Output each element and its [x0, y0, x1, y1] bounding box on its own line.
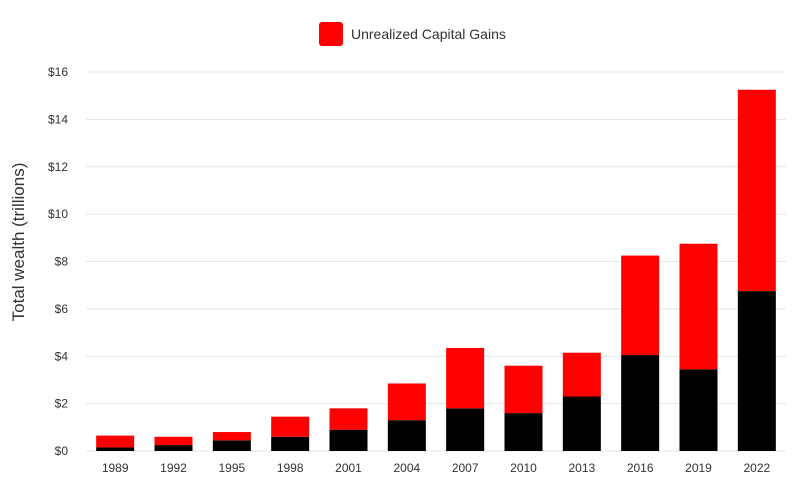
x-tick-label: 2013	[568, 461, 595, 475]
y-tick-label: $10	[48, 207, 68, 221]
bar-segment-unrealized-gains-1989	[96, 435, 135, 448]
y-tick-label: $6	[55, 302, 69, 316]
y-tick-label: $16	[48, 65, 68, 79]
x-tick-label: 2022	[743, 461, 770, 475]
x-tick-label: 1992	[160, 461, 187, 475]
bar-segment-base-1989	[96, 447, 135, 451]
y-tick-label: $14	[48, 112, 68, 126]
legend-swatch	[319, 22, 343, 46]
bar-segment-base-2010	[504, 413, 543, 451]
gridlines	[86, 71, 786, 452]
x-tick-label: 2016	[627, 461, 654, 475]
bar-segment-unrealized-gains-2001	[329, 408, 368, 430]
bar-segment-base-2016	[621, 355, 660, 451]
bar-segment-base-2001	[329, 429, 368, 451]
bar-segment-base-2019	[679, 369, 718, 451]
bar-segment-unrealized-gains-2004	[387, 383, 426, 421]
bar-segment-unrealized-gains-2007	[446, 347, 485, 409]
bar-segment-unrealized-gains-1995	[212, 432, 251, 441]
y-tick-label: $4	[55, 349, 69, 363]
x-tick-label: 1989	[102, 461, 129, 475]
bar-segment-base-1998	[271, 436, 310, 451]
y-tick-label: $12	[48, 160, 68, 174]
x-tick-label: 2001	[335, 461, 362, 475]
x-tick-label: 2004	[393, 461, 420, 475]
bar-segment-base-1995	[212, 440, 251, 451]
y-axis-title: Total wealth (trillions)	[9, 163, 28, 322]
x-tick-label: 2019	[685, 461, 712, 475]
x-axis-tick-labels: 1989 1992 1995 1998 2001 2004 2007 2010 2013 2016…	[102, 461, 771, 475]
bar-segment-base-2007	[446, 408, 485, 451]
bar-segment-base-2013	[562, 396, 601, 451]
bar-segment-unrealized-gains-2022	[737, 89, 776, 292]
bar-segment-unrealized-gains-2019	[679, 243, 718, 370]
y-tick-label: $2	[55, 397, 69, 411]
y-tick-label: $0	[55, 444, 69, 458]
legend: Unrealized Capital Gains	[319, 22, 506, 46]
y-axis-tick-labels: $0 $2 $4 $6 $8 $10 $12 $14 $16	[48, 65, 68, 458]
x-tick-label: 2007	[452, 461, 479, 475]
x-tick-label: 1995	[218, 461, 245, 475]
x-tick-label: 2010	[510, 461, 537, 475]
x-tick-label: 1998	[277, 461, 304, 475]
bar-segment-unrealized-gains-2010	[504, 365, 543, 414]
y-tick-label: $8	[55, 255, 69, 269]
bar-segment-base-1992	[154, 445, 193, 451]
bar-segment-unrealized-gains-2016	[621, 255, 660, 356]
legend-label: Unrealized Capital Gains	[351, 26, 506, 42]
bar-segment-unrealized-gains-1998	[271, 416, 310, 437]
bar-segment-unrealized-gains-1992	[154, 436, 193, 446]
bars	[96, 89, 776, 451]
bar-segment-base-2022	[737, 291, 776, 451]
bar-segment-base-2004	[387, 420, 426, 451]
bar-segment-unrealized-gains-2013	[562, 352, 601, 397]
